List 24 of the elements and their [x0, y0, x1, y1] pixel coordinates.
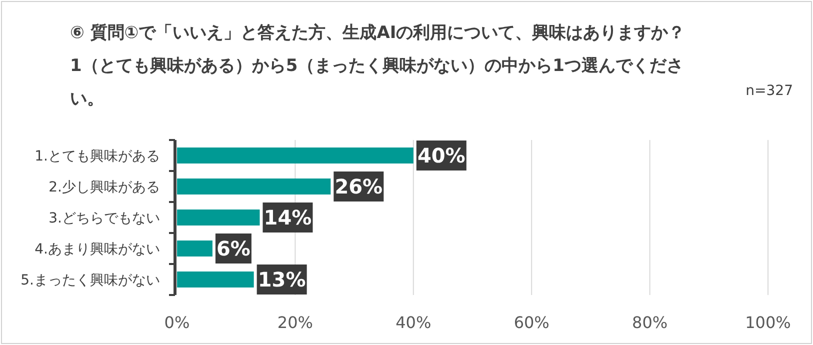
- x-tick-label: 100%: [745, 313, 791, 332]
- data-label: 40%: [417, 144, 466, 168]
- text: n=327: [746, 83, 793, 99]
- data-label: 13%: [258, 268, 306, 292]
- chart-subtitle: 1（とても興味がある）から5（まったく興味がない）の中から1つ選んでください。: [70, 56, 684, 109]
- data-label: 14%: [264, 206, 312, 230]
- x-tick-label: 80%: [632, 313, 668, 332]
- bar: [177, 148, 414, 164]
- x-tick-label: 60%: [514, 313, 550, 332]
- y-tick-label: 4.あまり興味がない: [34, 242, 160, 258]
- bar: [177, 210, 260, 226]
- y-tick-label: 1.とても興味がある: [34, 148, 160, 164]
- x-tick-label: 40%: [396, 313, 432, 332]
- y-tick-label: 2.少し興味がある: [48, 180, 160, 196]
- y-tick-label: 5.まったく興味がない: [20, 272, 160, 288]
- data-label: 26%: [334, 174, 383, 198]
- x-tick-label: 0%: [164, 313, 190, 332]
- y-tick-label: 3.どちらでもない: [48, 210, 160, 226]
- bar: [177, 272, 254, 288]
- bar: [177, 178, 331, 194]
- data-label: 6%: [216, 236, 250, 260]
- bar: [177, 240, 212, 256]
- chart-title: ⑥ 質問①で「いいえ」と答えた方、生成AIの利用について、興味はありますか？: [70, 23, 686, 43]
- x-tick-label: 20%: [277, 313, 313, 332]
